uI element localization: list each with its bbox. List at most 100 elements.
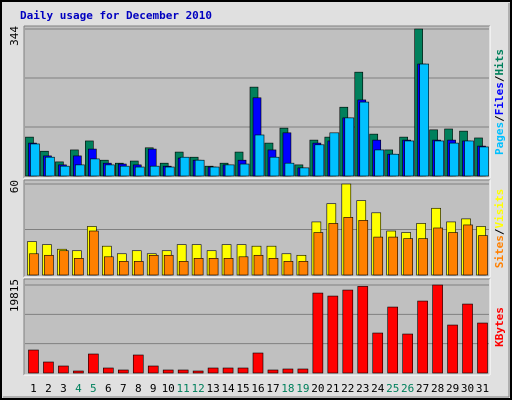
x-tick-label: 27 bbox=[416, 382, 429, 395]
bar bbox=[418, 238, 428, 276]
bar bbox=[90, 158, 100, 177]
bar bbox=[192, 370, 204, 374]
bar bbox=[342, 289, 354, 374]
x-tick-label: 26 bbox=[401, 382, 414, 395]
x-tick-label: 6 bbox=[105, 382, 112, 395]
x-tick-label: 13 bbox=[206, 382, 219, 395]
x-tick-label: 18 bbox=[281, 382, 294, 395]
x-tick-label: 11 bbox=[177, 382, 190, 395]
bar bbox=[177, 369, 189, 374]
x-tick-label: 17 bbox=[266, 382, 279, 395]
bar bbox=[134, 166, 145, 177]
x-tick-label: 23 bbox=[356, 382, 369, 395]
bar bbox=[343, 217, 354, 276]
bar bbox=[254, 134, 265, 177]
bar bbox=[119, 165, 130, 177]
bar bbox=[45, 156, 55, 177]
bar bbox=[282, 368, 294, 374]
bar bbox=[223, 258, 234, 276]
bar bbox=[402, 333, 413, 374]
bar bbox=[224, 164, 235, 177]
bar bbox=[357, 286, 369, 374]
bar bbox=[479, 146, 489, 177]
legend-separator: / bbox=[493, 115, 506, 122]
legend-separator: / bbox=[493, 228, 506, 235]
bar bbox=[283, 261, 294, 276]
bar bbox=[329, 132, 340, 177]
bar bbox=[60, 165, 70, 177]
x-tick-label: 15 bbox=[236, 382, 249, 395]
bar bbox=[147, 365, 159, 374]
x-tick-label: 24 bbox=[371, 382, 385, 395]
legend-entry: Visits bbox=[493, 189, 506, 229]
bar bbox=[327, 295, 339, 374]
legend-entry: KBytes bbox=[493, 307, 506, 347]
bar bbox=[478, 235, 488, 276]
bar bbox=[194, 159, 205, 177]
x-tick-label: 20 bbox=[311, 382, 324, 395]
bar bbox=[284, 162, 295, 177]
x-tick-label: 14 bbox=[221, 382, 235, 395]
y-tick-label: 344 bbox=[8, 26, 21, 46]
bar bbox=[463, 224, 473, 276]
bar bbox=[132, 354, 144, 374]
x-tick-label: 30 bbox=[461, 382, 474, 395]
x-tick-label: 1 bbox=[30, 382, 37, 395]
bar bbox=[372, 332, 384, 374]
x-tick-label: 10 bbox=[162, 382, 175, 395]
bar bbox=[178, 261, 189, 276]
bar bbox=[43, 361, 54, 374]
bar bbox=[209, 166, 220, 177]
bar bbox=[29, 253, 39, 276]
bar bbox=[118, 261, 129, 276]
bar bbox=[477, 322, 488, 374]
bar bbox=[238, 256, 249, 276]
x-tick-label: 22 bbox=[341, 382, 354, 395]
bar bbox=[299, 167, 310, 177]
y-tick-label: 19815 bbox=[8, 279, 21, 312]
x-tick-label: 8 bbox=[135, 382, 142, 395]
bar bbox=[103, 367, 114, 374]
bar bbox=[434, 140, 444, 177]
bar bbox=[374, 149, 385, 177]
bar bbox=[449, 142, 459, 177]
bar bbox=[193, 258, 204, 276]
bar bbox=[344, 117, 355, 177]
bar bbox=[208, 258, 219, 276]
legend-entry: Sites bbox=[493, 235, 506, 268]
x-tick-label: 7 bbox=[120, 382, 127, 395]
bar bbox=[88, 353, 99, 374]
bar bbox=[462, 303, 473, 374]
bar bbox=[313, 232, 324, 276]
x-tick-label: 5 bbox=[90, 382, 97, 395]
x-tick-label: 2 bbox=[45, 382, 52, 395]
bar bbox=[222, 367, 234, 374]
bar bbox=[104, 256, 114, 276]
bar bbox=[328, 223, 339, 276]
x-tick-label: 3 bbox=[60, 382, 67, 395]
x-tick-label: 4 bbox=[75, 382, 82, 395]
bar bbox=[105, 164, 115, 177]
bar bbox=[148, 254, 159, 276]
bar bbox=[149, 165, 160, 177]
bar bbox=[133, 261, 144, 276]
bar bbox=[73, 370, 84, 374]
bar bbox=[312, 292, 324, 374]
bar bbox=[59, 250, 69, 276]
bar bbox=[89, 230, 99, 276]
legend: KBytes bbox=[493, 307, 506, 347]
bar bbox=[44, 254, 54, 276]
bar bbox=[388, 236, 399, 276]
bar bbox=[448, 232, 458, 276]
bar bbox=[179, 156, 190, 177]
legend: Pages/Files/Hits bbox=[493, 49, 506, 155]
bar bbox=[433, 227, 443, 276]
x-tick-label: 28 bbox=[431, 382, 444, 395]
x-tick-label: 21 bbox=[326, 382, 339, 395]
chart-title: Daily usage for December 2010 bbox=[20, 9, 212, 22]
bar bbox=[389, 153, 400, 177]
bar bbox=[74, 258, 84, 276]
bar bbox=[419, 63, 429, 177]
